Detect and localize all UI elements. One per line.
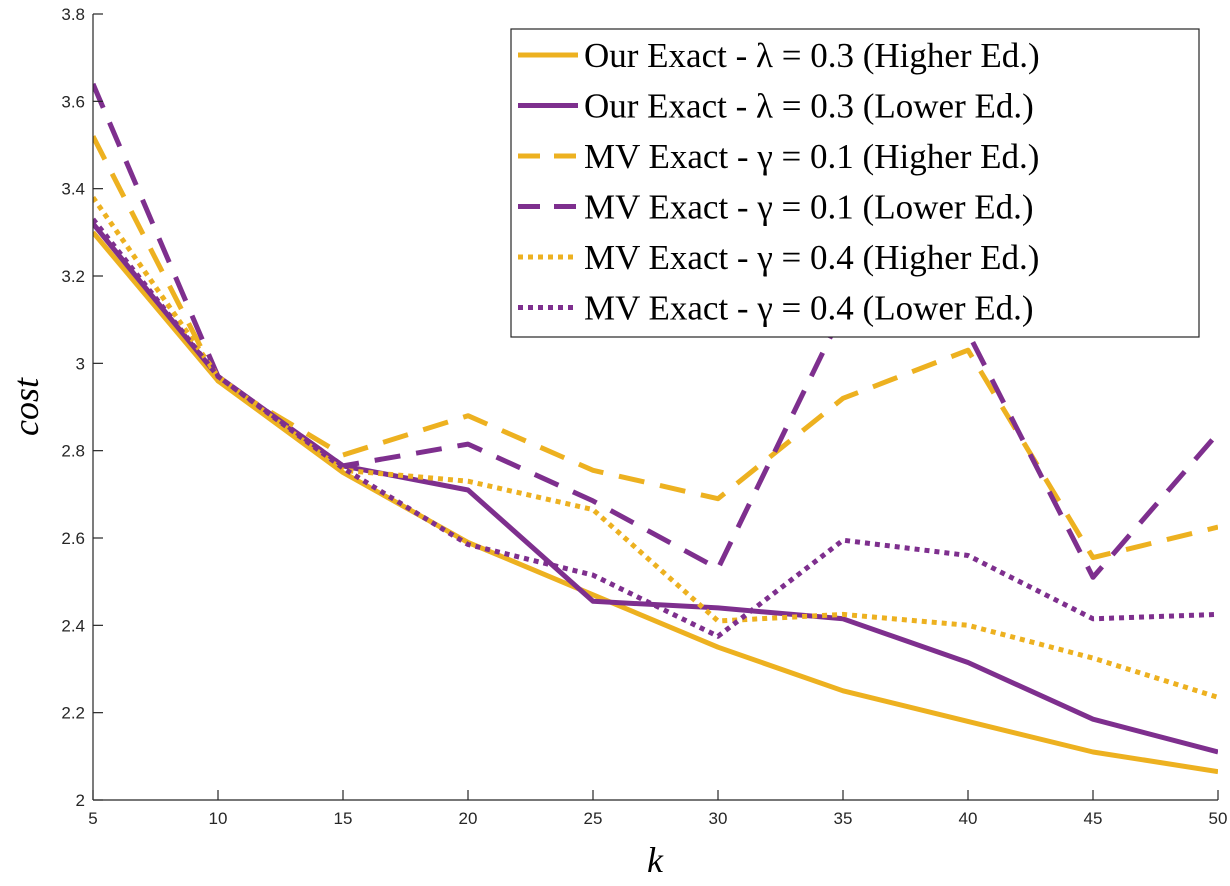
y-tick-label: 2.6 — [61, 529, 85, 548]
y-tick-label: 2.8 — [61, 442, 85, 461]
y-tick-label: 3 — [76, 354, 85, 373]
legend: Our Exact - λ = 0.3 (Higher Ed.) Our Exac… — [510, 28, 1200, 338]
series-line-4 — [93, 82, 1218, 580]
x-tick-label: 10 — [209, 809, 228, 828]
y-tick-label: 2 — [76, 791, 85, 810]
legend-box — [510, 28, 1200, 338]
series-layer — [93, 82, 1218, 775]
legend-label-1: Our Exact - λ = 0.3 (Higher Ed.) — [584, 36, 1040, 75]
series-line-3 — [93, 135, 1218, 561]
y-tick-label: 3.8 — [61, 5, 85, 24]
y-tick-label: 3.4 — [61, 180, 85, 199]
legend-label-4: MV Exact - γ = 0.1 (Lower Ed.) — [584, 188, 1034, 227]
x-tick-label: 25 — [584, 809, 603, 828]
x-tick-label: 35 — [834, 809, 853, 828]
series-line-5 — [93, 195, 1218, 700]
series-line-6 — [93, 217, 1218, 639]
x-tick-label: 50 — [1209, 809, 1228, 828]
x-tick-label: 5 — [88, 809, 97, 828]
x-tick-label: 45 — [1084, 809, 1103, 828]
legend-label-5: MV Exact - γ = 0.4 (Higher Ed.) — [584, 238, 1039, 277]
y-tick-label: 2.4 — [61, 616, 85, 635]
x-ticks: 5 10 15 20 25 30 35 40 45 50 — [88, 790, 1227, 828]
x-axis-title: k — [647, 840, 664, 880]
y-tick-label: 2.2 — [61, 704, 85, 723]
legend-label-6: MV Exact - γ = 0.4 (Lower Ed.) — [584, 289, 1034, 328]
legend-label-3: MV Exact - γ = 0.1 (Higher Ed.) — [584, 137, 1039, 176]
legend-label-2: Our Exact - λ = 0.3 (Lower Ed.) — [584, 87, 1034, 126]
y-ticks: 2 2.2 2.4 2.6 2.8 3 3.2 3.4 3.6 3.8 — [61, 5, 103, 810]
axes — [92, 14, 1218, 801]
y-tick-label: 3.6 — [61, 92, 85, 111]
x-tick-label: 15 — [334, 809, 353, 828]
y-axis-title: cost — [6, 377, 46, 436]
y-tick-label: 3.2 — [61, 267, 85, 286]
series-line-1 — [93, 230, 1218, 775]
x-tick-label: 40 — [959, 809, 978, 828]
x-tick-label: 30 — [709, 809, 728, 828]
x-tick-label: 20 — [459, 809, 478, 828]
